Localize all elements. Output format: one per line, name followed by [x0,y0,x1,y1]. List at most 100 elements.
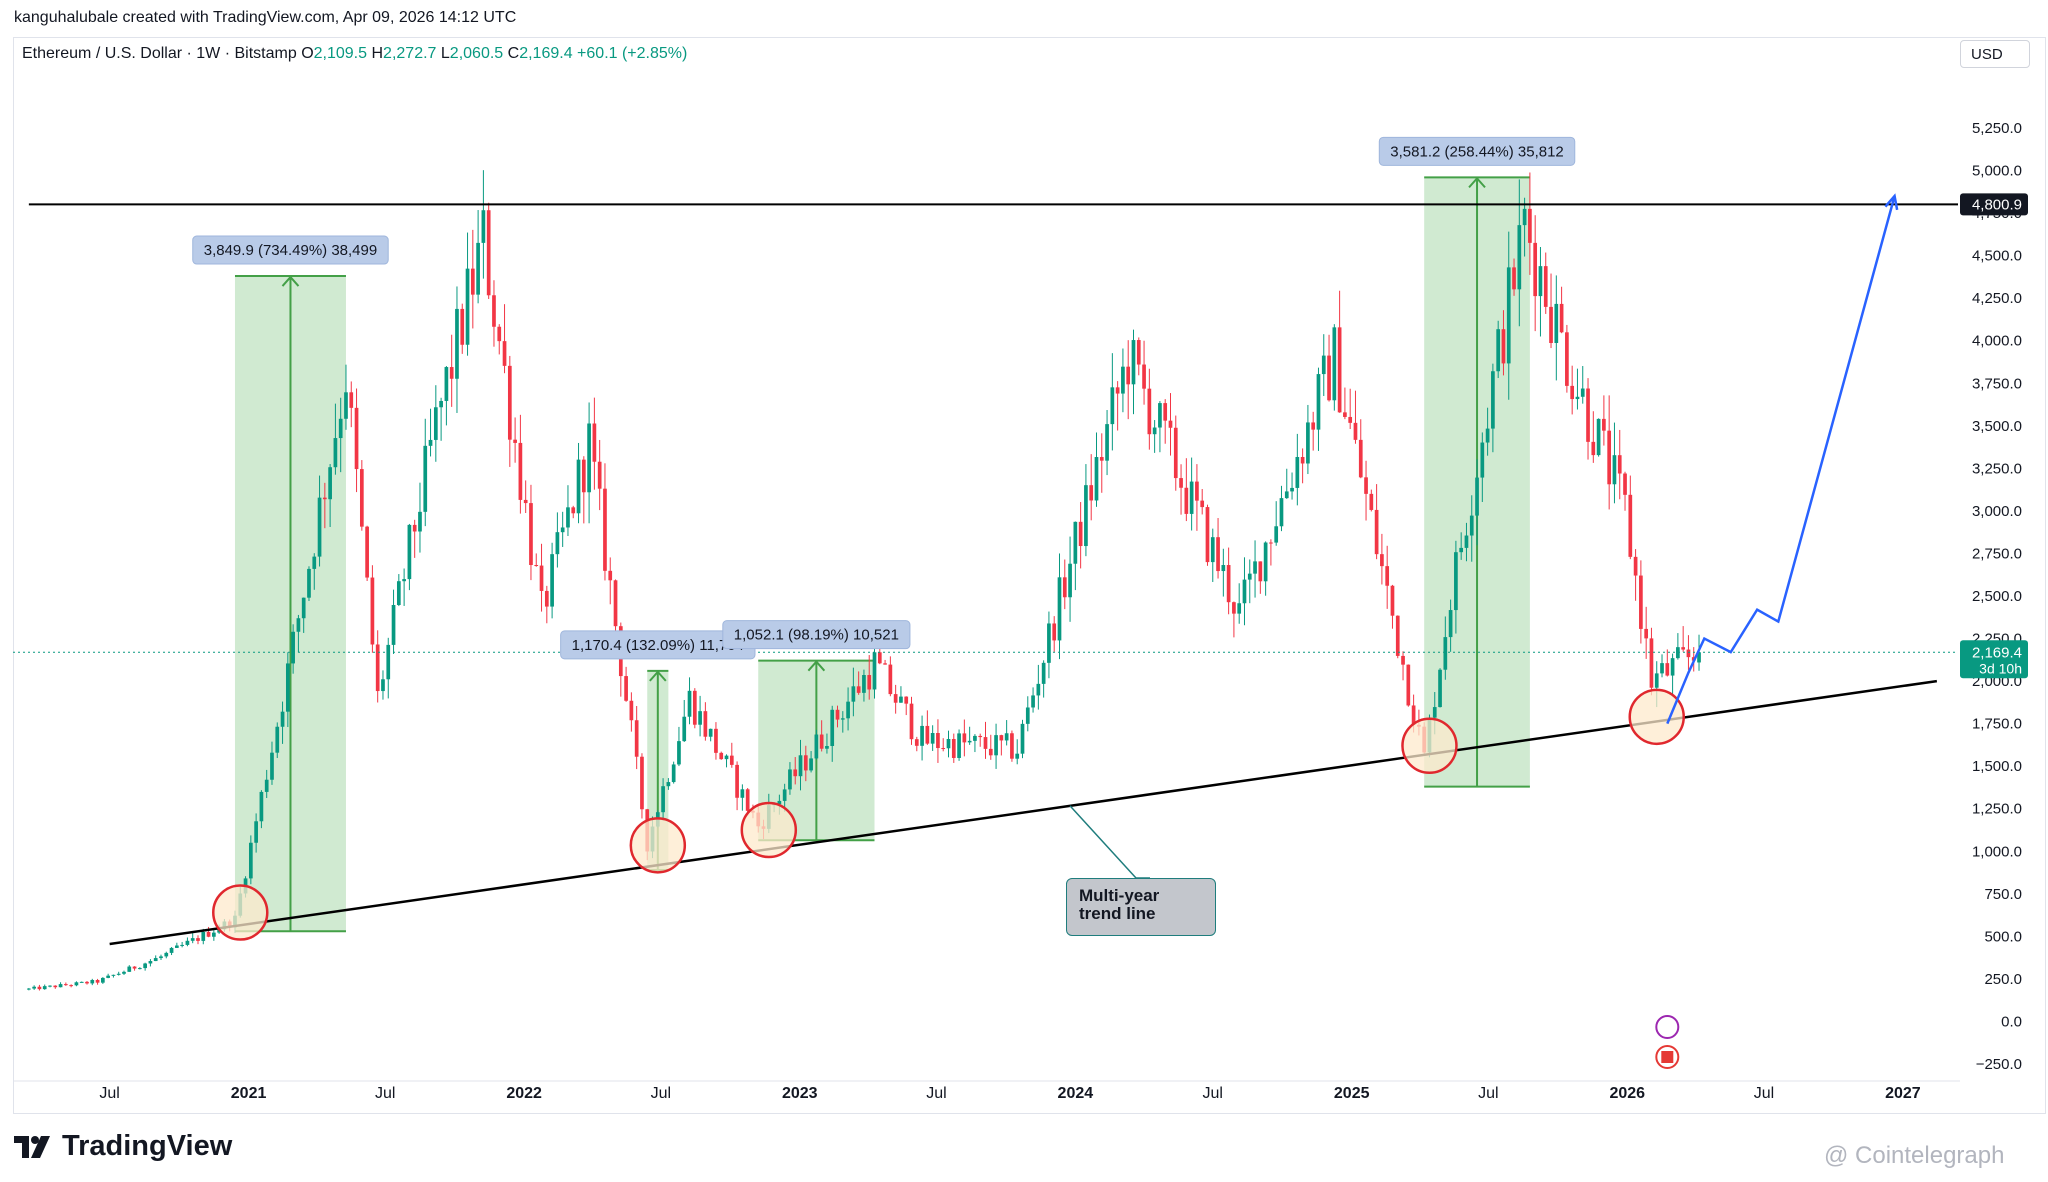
candle-body [1047,623,1051,663]
candle-body [513,439,517,443]
y-tick-label: 4,250.0 [1972,290,2022,307]
symbol-name[interactable]: Ethereum / U.S. Dollar · 1W · Bitstamp [22,45,297,62]
y-tick-label: 250.0 [1984,971,2022,988]
candle-body [597,461,602,489]
candle-body [1226,565,1231,603]
candle-body [1617,455,1622,474]
measure-label: 3,849.9 (734.49%) 38,499 [204,242,377,259]
candle-body [936,733,940,749]
candle-body [481,210,486,243]
x-tick-label: Jul [1203,1085,1223,1102]
created-by-text: kanguhalubale created with TradingView.c… [14,9,517,26]
candle-body [1142,364,1146,389]
candle-body [1020,723,1025,754]
x-tick-label: 2022 [506,1085,542,1102]
candle-body [1395,615,1400,656]
candle-body [740,789,745,798]
candle-body [375,644,380,692]
candle-body [941,748,946,750]
x-tick-label: 2023 [782,1085,818,1102]
candle-body [1533,242,1538,297]
candle-body [1575,396,1580,400]
candle-body [1221,565,1226,572]
current-price-box [1960,640,2028,679]
candle-body [344,392,348,419]
candle-body [291,631,295,664]
candle-body [1448,610,1453,638]
candle-body [470,268,475,295]
y-tick-label: 4,000.0 [1972,333,2022,350]
candle-body [1179,478,1183,488]
candle-body [317,497,322,557]
candle-body [534,565,539,567]
x-tick-label: 2024 [1058,1085,1094,1102]
candle-body [819,734,824,749]
candle-body [275,726,280,753]
candle-body [1290,487,1294,492]
candle-body [539,565,544,591]
candle-body [127,966,132,972]
currency-button[interactable]: USD [1960,40,2030,68]
candle-body [1295,457,1300,488]
candle-body [1364,477,1368,494]
y-tick-label: 1,750.0 [1972,716,2022,733]
candle-body [872,652,877,690]
candle-body [1443,637,1448,670]
resistance-price-box [1960,193,2028,216]
candle-body [1168,420,1173,428]
y-tick-label: 3,250.0 [1972,460,2022,477]
candle-body [1644,628,1649,639]
candle-body [1216,537,1220,572]
chart-frame [13,37,2046,1114]
candle-body [407,524,412,580]
candle-body [1607,430,1612,485]
candle-body [856,686,861,693]
change-value: +60.1 (+2.85%) [577,45,688,62]
candle-body [904,696,909,704]
candle-body [840,718,845,720]
candle-body [1089,485,1094,501]
candle-body [745,789,750,811]
candle-body [714,728,718,753]
candle-body [846,701,850,719]
candle-body [587,423,591,493]
candle-body [1279,498,1284,527]
measure-label: 1,170.4 (132.09%) 11,704 [572,637,744,654]
candle-body [418,511,422,532]
candle-body [312,556,317,569]
candle-body [1189,481,1194,514]
candle-body [1348,416,1353,423]
x-tick-label: 2027 [1885,1085,1921,1102]
candle-body [803,755,808,771]
candle-body [280,711,285,727]
candle-body [719,752,724,760]
x-tick-label: Jul [1754,1085,1774,1102]
candle-body [883,663,887,665]
candle-body [1491,371,1495,429]
candle-body [32,986,36,989]
candle-body [825,746,829,749]
candle-body [1406,664,1411,706]
candle-body [48,985,52,987]
candle-body [550,554,554,607]
candle-body [1660,663,1664,674]
candle-body [58,984,63,988]
candle-body [835,709,840,720]
candle-body [925,725,930,744]
x-tick-label: Jul [375,1085,395,1102]
candle-body [1337,327,1342,413]
candle-body [248,842,253,879]
candle-body [629,700,634,721]
candle-body [111,974,116,976]
candle-body [566,507,570,528]
candle-body [1628,494,1633,557]
candle-body [724,755,729,760]
candle-body [1512,267,1516,290]
candle-body [1311,422,1316,430]
y-tick-label: 4,500.0 [1972,248,2022,265]
candle-body [1099,457,1104,461]
x-tick-label: Jul [99,1085,119,1102]
candle-body [1501,329,1506,364]
y-tick-label: 750.0 [1984,886,2022,903]
